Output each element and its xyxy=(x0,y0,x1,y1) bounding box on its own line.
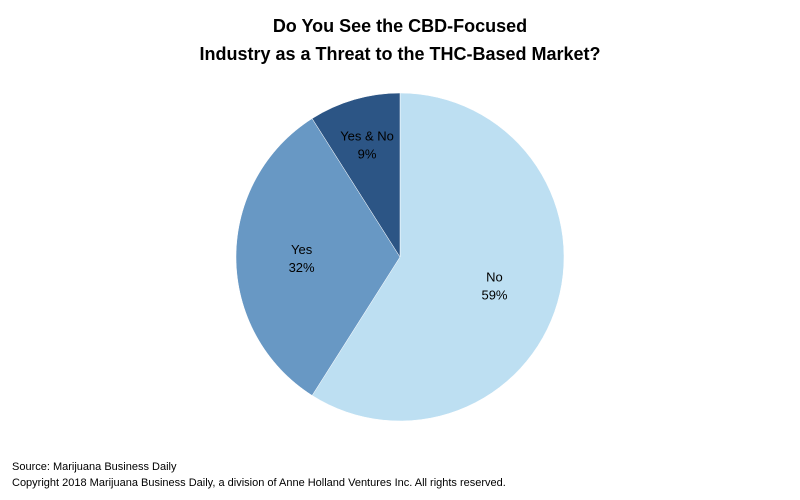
pie-slice-yes xyxy=(235,118,401,396)
slice-label-yes-no: Yes & No xyxy=(340,129,394,144)
slice-value-yes: 32% xyxy=(289,260,315,275)
source-note: Source: Marijuana Business Daily xyxy=(12,461,177,473)
pie-slice-yes-no xyxy=(311,92,401,258)
slice-label-yes: Yes xyxy=(291,242,313,257)
pie-slice-no xyxy=(311,92,565,422)
chart-title: Do You See the CBD-Focused Industry as a… xyxy=(0,12,800,68)
slice-value-no: 59% xyxy=(481,287,507,302)
slice-value-yes-no: 9% xyxy=(358,147,377,162)
chart-title-line-2: Industry as a Threat to the THC-Based Ma… xyxy=(199,44,601,64)
footer: Source: Marijuana Business Daily Copyrig… xyxy=(12,459,506,491)
slice-label-no: No xyxy=(486,269,503,284)
copyright-note: Copyright 2018 Marijuana Business Daily,… xyxy=(12,477,506,489)
chart-title-line-1: Do You See the CBD-Focused xyxy=(272,16,528,36)
